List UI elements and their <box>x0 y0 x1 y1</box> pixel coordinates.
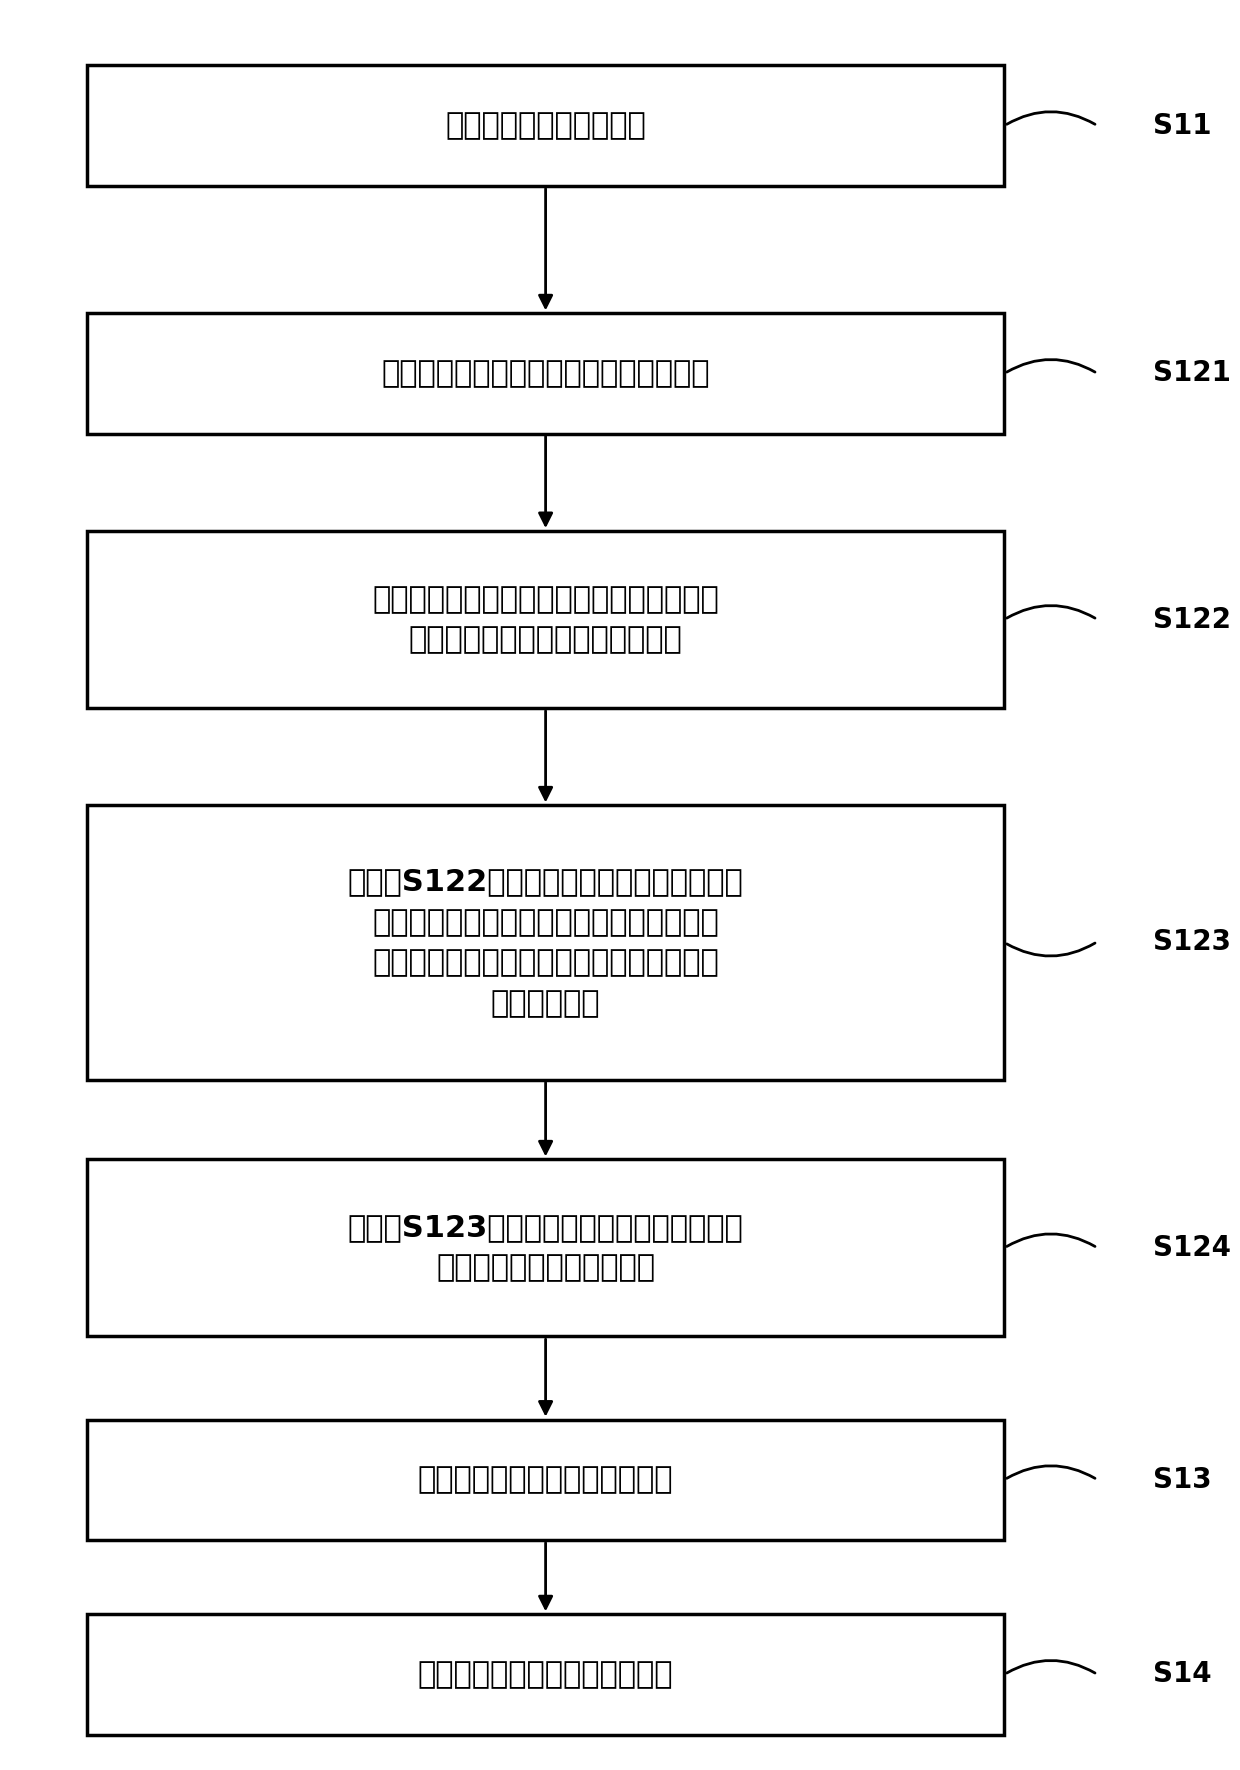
Bar <box>87 313 1004 434</box>
Bar <box>87 65 1004 186</box>
Text: S14: S14 <box>1153 1660 1211 1689</box>
Text: S11: S11 <box>1153 112 1211 140</box>
Text: S121: S121 <box>1153 359 1231 388</box>
Text: 取人脐带进行安全性检测: 取人脐带进行安全性检测 <box>445 112 646 140</box>
Text: S122: S122 <box>1153 605 1231 634</box>
Text: 将步骤S123中离心沉淀的组织块与培养基混
匀后移入培养箱中进行培养: 将步骤S123中离心沉淀的组织块与培养基混 匀后移入培养箱中进行培养 <box>347 1212 744 1283</box>
Bar <box>87 805 1004 1080</box>
Bar <box>87 1159 1004 1336</box>
Text: S123: S123 <box>1153 927 1231 956</box>
Text: 剪取冲洗后的人脐带的根部预设长度，去除
血管和淤血后，用冲洗液进行冲洗: 剪取冲洗后的人脐带的根部预设长度，去除 血管和淤血后，用冲洗液进行冲洗 <box>372 584 719 655</box>
Text: S13: S13 <box>1153 1466 1211 1494</box>
Text: 对人脐带进行消毒后，用冲洗液进行冲洗: 对人脐带进行消毒后，用冲洗液进行冲洗 <box>382 359 709 388</box>
Bar <box>87 531 1004 708</box>
Text: 将步骤S122得到的人脐带标本放置于培养瓶
中，剪成预设大小的小块，加入培养基，混
匀后进行离心，弃去上清，再进行离心，去
除冲洗液残留: 将步骤S122得到的人脐带标本放置于培养瓶 中，剪成预设大小的小块，加入培养基，… <box>347 867 744 1018</box>
Bar <box>87 1614 1004 1735</box>
Text: 对人脐带间充质干细胞进行扩增: 对人脐带间充质干细胞进行扩增 <box>418 1466 673 1494</box>
Text: 对人脐带间充质干细胞进行冻存: 对人脐带间充质干细胞进行冻存 <box>418 1660 673 1689</box>
Text: S124: S124 <box>1153 1234 1231 1262</box>
Bar <box>87 1420 1004 1540</box>
